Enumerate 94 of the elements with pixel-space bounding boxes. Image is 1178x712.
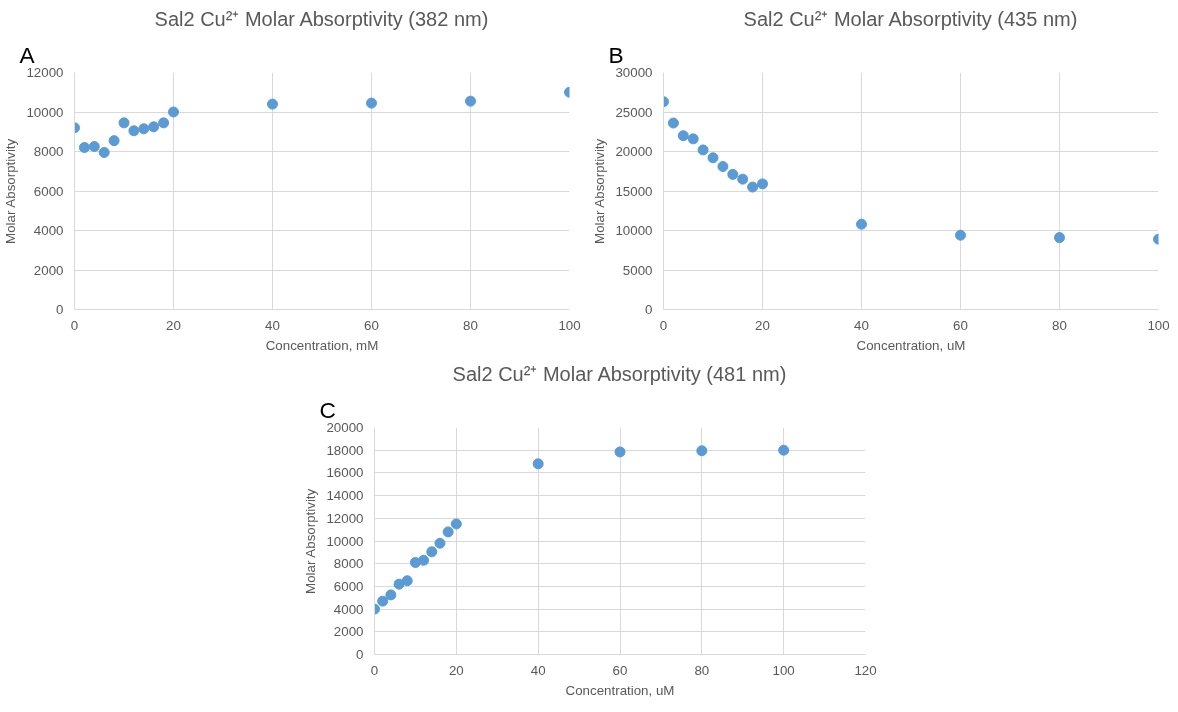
point [148,121,160,133]
y-tick-label: 6000 [333,578,364,594]
text: A [19,41,36,68]
chart-title: Sal2 Cu²⁺ Molar Absorptivity (481 nm) [452,362,787,385]
point [856,218,867,230]
point [401,575,413,587]
x-tick-label: 100 [772,662,795,678]
point [707,152,719,164]
x-tick-label: 40 [854,317,869,333]
x-tick-label: 20 [166,317,181,333]
y-tick-label: 30000 [615,65,653,80]
y-tick-label: 4000 [33,223,64,238]
x-tick-label: 80 [694,662,710,678]
point [385,589,397,601]
point [366,97,377,109]
point [450,518,462,530]
x-tick-label: 0 [70,317,79,333]
point [168,106,179,118]
y-tick-label: 0 [56,302,64,317]
x-tick-label: 0 [659,317,668,333]
x-tick-label: 0 [370,662,379,678]
point [955,229,966,241]
point [426,546,438,558]
point [778,444,790,456]
x-tick-label: 40 [530,662,546,678]
text: B [608,41,624,68]
point [532,458,544,470]
point [118,117,130,129]
chart-title: Sal2 Cu²⁺ Molar Absorptivity (382 nm) [154,7,489,30]
y-tick-label: 6000 [33,183,64,199]
y-axis-title: Molar Absorptivity [3,138,19,244]
y-tick-label: 8000 [333,556,364,572]
point [78,142,90,154]
y-tick-label: 10000 [326,533,364,549]
point [696,445,708,457]
point [88,141,100,153]
y-tick-label: 12000 [326,510,364,526]
x-tick-label: 60 [612,662,628,678]
point [442,526,454,538]
x-tick-label: 80 [1052,317,1067,333]
y-axis-title: Molar Absorptivity [303,488,319,594]
point [687,133,699,145]
x-tick-label: 100 [558,317,581,333]
point [98,147,110,158]
chart-title: Sal2 Cu²⁺ Molar Absorptivity (435 nm) [743,7,1078,30]
point [434,537,446,549]
point [418,554,430,566]
x-axis-title: Concentration, mM [265,337,379,353]
y-tick-label: 10000 [615,223,653,238]
point [108,135,120,147]
x-tick-label: 20 [448,662,464,678]
y-tick-label: 2000 [333,624,364,640]
x-tick-label: 120 [854,662,877,678]
y-tick-label: 20000 [615,144,653,159]
y-tick-label: 14000 [326,488,364,504]
x-tick-label: 80 [463,317,478,333]
y-tick-label: 20000 [326,420,364,435]
point [158,117,170,129]
point [138,123,150,135]
point [614,446,626,458]
x-tick-label: 20 [755,317,770,333]
x-tick-label: 40 [265,317,280,333]
y-tick-label: 15000 [615,183,653,199]
y-tick-label: 16000 [326,465,364,481]
y-tick-label: 8000 [33,144,64,159]
point [737,173,749,185]
x-tick-label: 100 [1147,317,1170,333]
point [727,168,739,180]
y-tick-label: 12000 [26,65,64,80]
y-tick-label: 0 [356,647,364,662]
point [667,117,679,129]
point [377,595,389,607]
x-axis-title: Concentration, uM [856,337,966,353]
point [717,161,729,172]
point [1054,232,1065,244]
y-tick-label: 18000 [326,442,364,458]
y-tick-label: 5000 [622,262,653,278]
x-tick-label: 60 [953,317,968,333]
y-tick-label: 25000 [615,104,653,120]
y-tick-label: 4000 [333,601,364,617]
text: C [319,396,336,423]
y-axis-title: Molar Absorptivity [592,138,608,244]
y-tick-label: 0 [645,302,653,317]
point [757,178,768,190]
point [677,130,689,142]
point [747,181,759,193]
x-axis-title: Concentration, uM [565,682,675,698]
y-tick-label: 10000 [26,104,64,120]
x-tick-label: 60 [364,317,379,333]
y-tick-label: 2000 [33,262,64,278]
point [128,125,140,137]
point [267,98,278,110]
point [697,144,709,156]
point [465,95,476,107]
